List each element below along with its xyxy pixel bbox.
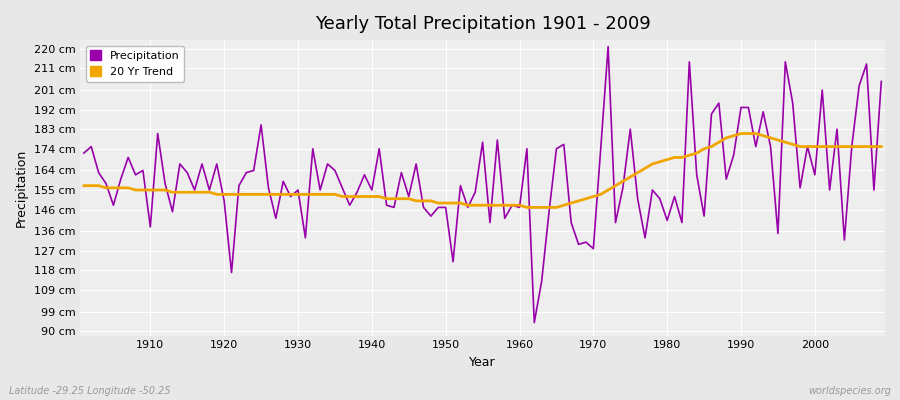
Text: worldspecies.org: worldspecies.org (808, 386, 891, 396)
Y-axis label: Precipitation: Precipitation (15, 149, 28, 227)
Legend: Precipitation, 20 Yr Trend: Precipitation, 20 Yr Trend (86, 46, 184, 82)
X-axis label: Year: Year (469, 356, 496, 369)
Title: Yearly Total Precipitation 1901 - 2009: Yearly Total Precipitation 1901 - 2009 (315, 15, 651, 33)
Text: Latitude -29.25 Longitude -50.25: Latitude -29.25 Longitude -50.25 (9, 386, 171, 396)
